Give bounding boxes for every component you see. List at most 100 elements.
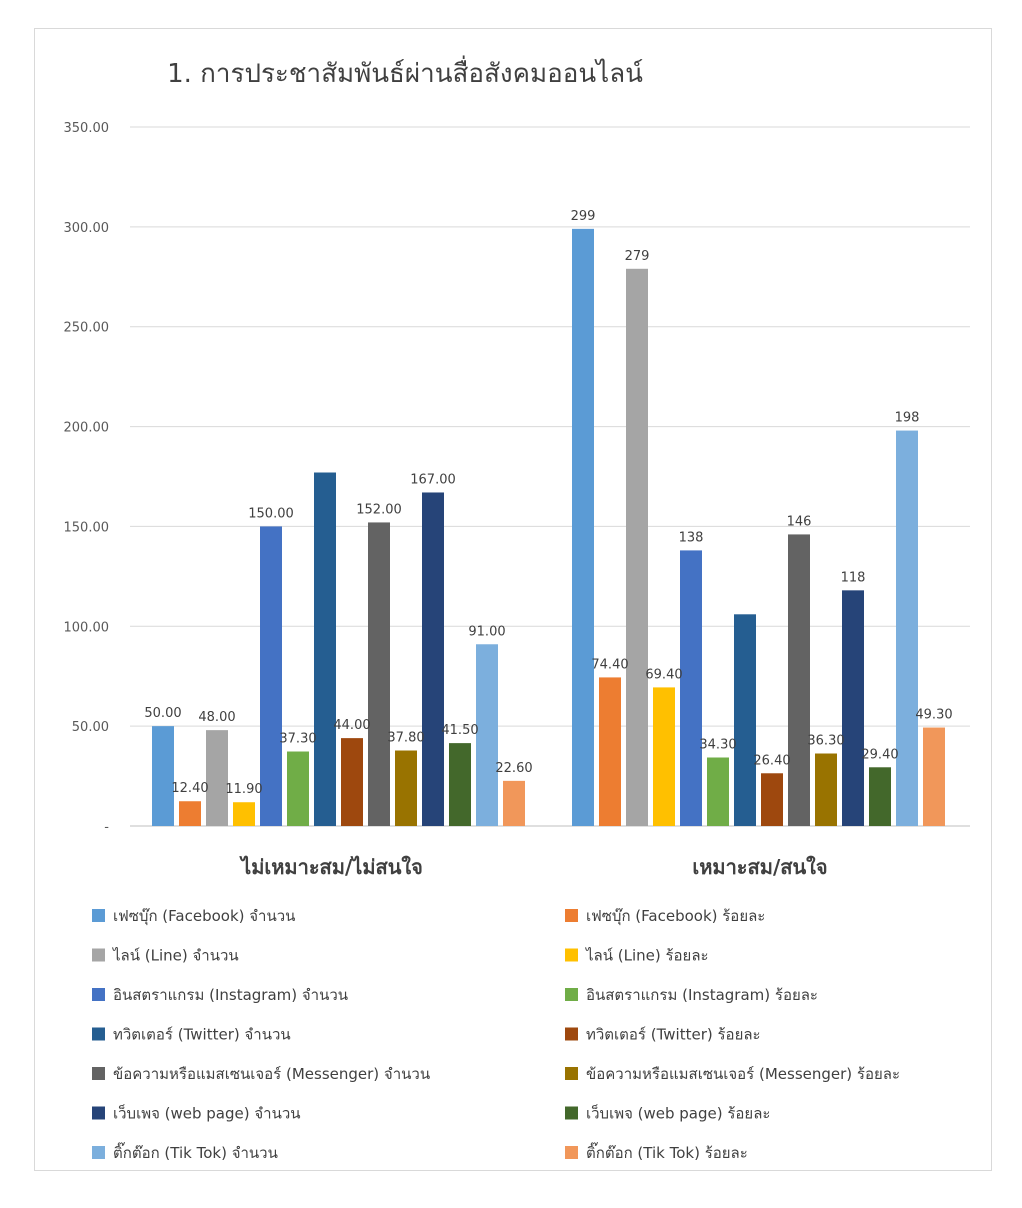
bar (869, 767, 891, 826)
bar (341, 738, 363, 826)
bar (680, 550, 702, 826)
legend-swatch (92, 948, 105, 962)
legend-label: ติ๊กต๊อก (Tik Tok) จำนวน (113, 1142, 278, 1162)
legend-swatch (92, 1067, 105, 1080)
bar (599, 677, 621, 826)
legend-item: ทวิตเตอร์ (Twitter) ร้อยละ (565, 1026, 761, 1044)
legend-label: ข้อความหรือแมสเซนเจอร์ (Messenger) จำนวน (113, 1065, 430, 1083)
legend-label: อินสตราแกรม (Instagram) จำนวน (113, 986, 348, 1004)
data-label: 138 (679, 530, 704, 545)
legend-swatch (565, 1067, 578, 1080)
bar (734, 614, 756, 826)
bar (503, 780, 525, 826)
data-label: 50.00 (144, 706, 181, 721)
legend-item: ไลน์ (Line) ร้อยละ (565, 947, 709, 965)
legend-label: เว็บเพจ (web page) จำนวน (113, 1104, 301, 1123)
data-label: 167.00 (410, 472, 456, 487)
legend-swatch (565, 988, 578, 1001)
data-label: 37.30 (279, 732, 316, 747)
data-label: 91.00 (468, 624, 505, 639)
legend-swatch (565, 1027, 578, 1041)
legend-item: เว็บเพจ (web page) จำนวน (92, 1104, 301, 1123)
bars (152, 228, 945, 827)
data-label: 12.40 (171, 781, 208, 796)
legend-item: เฟซบุ๊ก (Facebook) จำนวน (92, 907, 295, 926)
bar (653, 687, 675, 826)
bar (422, 492, 444, 826)
data-label: 152.00 (356, 502, 402, 517)
y-tick-label: 350.00 (64, 121, 110, 136)
data-labels: 50.00 299 12.40 74.40 48.00 279 11.90 69.40 150.… (144, 209, 952, 797)
legend-swatch (565, 909, 578, 922)
legend-label: เฟซบุ๊ก (Facebook) จำนวน (113, 907, 295, 926)
data-label: 198 (895, 411, 920, 426)
data-label: 69.40 (645, 667, 682, 682)
legend-label: ทวิตเตอร์ (Twitter) ร้อยละ (586, 1026, 761, 1044)
bar (206, 730, 228, 826)
bar (761, 773, 783, 826)
data-label: 36.30 (807, 734, 844, 749)
bar (368, 522, 390, 826)
legend-swatch (92, 1146, 105, 1159)
bar (707, 757, 729, 826)
legend-item: เว็บเพจ (web page) ร้อยละ (565, 1104, 770, 1123)
bar (842, 590, 864, 826)
y-tick-label: 300.00 (64, 221, 110, 236)
legend-item: อินสตราแกรม (Instagram) จำนวน (92, 986, 348, 1004)
data-label: 29.40 (861, 747, 898, 762)
y-tick-label: 200.00 (64, 421, 110, 436)
y-axis-tick-labels: - 50.00 100.00 150.00 200.00 250.00 300.00 350.… (64, 121, 110, 835)
data-label: 34.30 (699, 737, 736, 752)
legend-label: ติ๊กต๊อก (Tik Tok) ร้อยละ (586, 1142, 748, 1162)
legend-item: ติ๊กต๊อก (Tik Tok) จำนวน (92, 1142, 278, 1162)
bar (395, 750, 417, 826)
data-label: 44.00 (333, 718, 370, 733)
legend-item: ข้อความหรือแมสเซนเจอร์ (Messenger) จำนวน (92, 1065, 430, 1083)
bar (179, 801, 201, 826)
bar (260, 526, 282, 826)
bar (314, 472, 336, 826)
bar (896, 430, 918, 826)
legend-label: เว็บเพจ (web page) ร้อยละ (586, 1104, 770, 1123)
y-tick-label: 100.00 (64, 620, 110, 635)
y-tick-label: 250.00 (64, 321, 110, 336)
legend-swatch (565, 1106, 578, 1120)
data-label: 41.50 (441, 723, 478, 738)
bar (233, 802, 255, 826)
chart-title: 1. การประชาสัมพันธ์ผ่านสื่อสังคมออนไลน์ (167, 55, 643, 89)
legend-item: อินสตราแกรม (Instagram) ร้อยละ (565, 986, 818, 1004)
data-label: 26.40 (753, 753, 790, 768)
bar-chart: 1. การประชาสัมพันธ์ผ่านสื่อสังคมออนไลน์ … (64, 55, 970, 1162)
legend-label: ทวิตเตอร์ (Twitter) จำนวน (113, 1026, 291, 1044)
bar (923, 727, 945, 826)
legend-item: ทวิตเตอร์ (Twitter) จำนวน (92, 1026, 291, 1044)
data-label: 299 (571, 209, 596, 224)
bar (788, 534, 810, 826)
bar (152, 726, 174, 826)
legend-label: ไลน์ (Line) ร้อยละ (585, 947, 709, 965)
bar (815, 753, 837, 826)
bar (449, 743, 471, 826)
data-label: 11.90 (225, 782, 262, 797)
legend: เฟซบุ๊ก (Facebook) จำนวน เฟซบุ๊ก (Faceboo… (92, 907, 900, 1162)
chart-frame: 1. การประชาสัมพันธ์ผ่านสื่อสังคมออนไลน์ … (34, 28, 992, 1171)
data-label: 146 (787, 514, 812, 529)
legend-swatch (92, 988, 105, 1001)
legend-swatch (565, 1146, 578, 1159)
legend-label: ไลน์ (Line) จำนวน (112, 947, 239, 965)
data-label: 74.40 (591, 657, 628, 672)
category-label: ไม่เหมาะสม/ไม่สนใจ (239, 855, 423, 879)
legend-item: ไลน์ (Line) จำนวน (92, 947, 239, 965)
legend-label: เฟซบุ๊ก (Facebook) ร้อยละ (586, 907, 765, 926)
data-label: 150.00 (248, 506, 294, 521)
legend-swatch (92, 1027, 105, 1041)
category-axis-labels: ไม่เหมาะสม/ไม่สนใจ เหมาะสม/สนใจ (239, 855, 827, 879)
data-label: 22.60 (495, 761, 532, 776)
bar (287, 751, 309, 826)
data-label: 118 (841, 570, 866, 585)
legend-swatch (565, 948, 578, 962)
data-label: 48.00 (198, 710, 235, 725)
bar (626, 268, 648, 827)
data-label: 37.80 (387, 731, 424, 746)
bar (476, 644, 498, 826)
